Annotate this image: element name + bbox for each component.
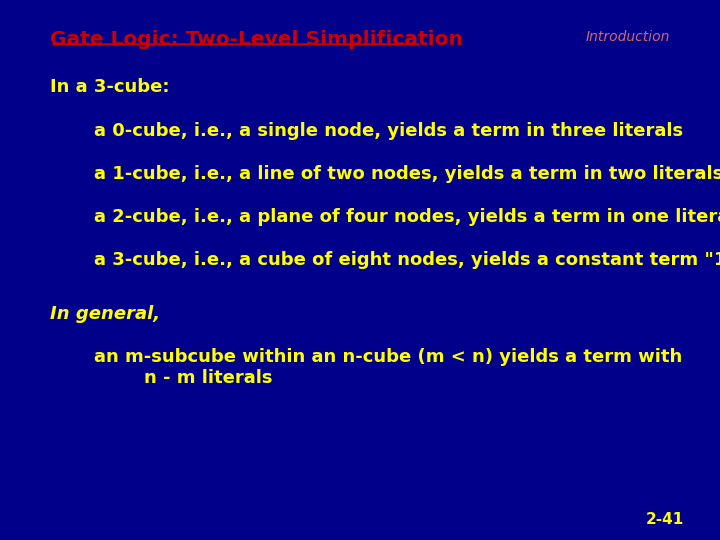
Text: a 2-cube, i.e., a plane of four nodes, yields a term in one literal: a 2-cube, i.e., a plane of four nodes, y… [94,208,720,226]
Text: an m-subcube within an n-cube (m < n) yields a term with
        n - m literals: an m-subcube within an n-cube (m < n) yi… [94,348,682,387]
Text: In a 3-cube:: In a 3-cube: [50,78,170,96]
Text: 2-41: 2-41 [646,511,684,526]
Text: a 1-cube, i.e., a line of two nodes, yields a term in two literals: a 1-cube, i.e., a line of two nodes, yie… [94,165,720,183]
Text: Introduction: Introduction [585,30,670,44]
Text: a 0-cube, i.e., a single node, yields a term in three literals: a 0-cube, i.e., a single node, yields a … [94,122,683,139]
Text: a 3-cube, i.e., a cube of eight nodes, yields a constant term "1": a 3-cube, i.e., a cube of eight nodes, y… [94,251,720,269]
Text: Gate Logic: Two-Level Simplification: Gate Logic: Two-Level Simplification [50,30,463,49]
Text: In general,: In general, [50,305,161,323]
